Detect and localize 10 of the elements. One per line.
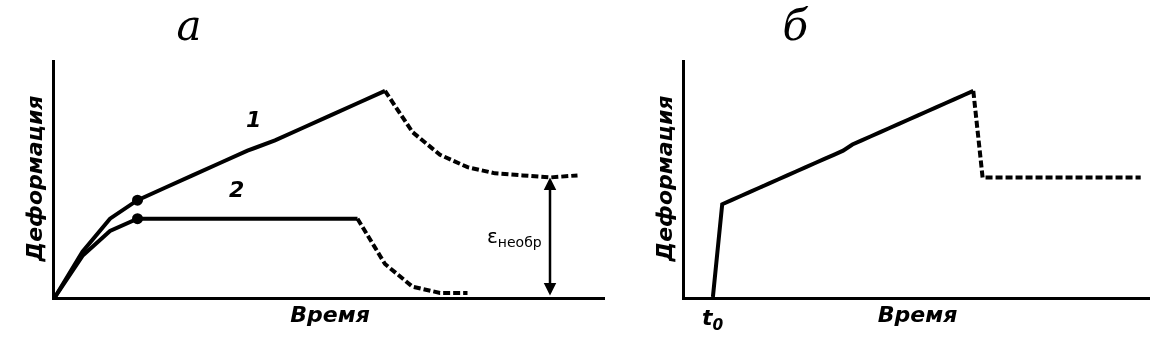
- series-label: 2: [229, 177, 245, 202]
- x-axis-title: Время: [290, 302, 370, 328]
- y-axis-title: Деформация: [651, 95, 677, 263]
- x-axis-title: Время: [877, 302, 958, 328]
- text: t$_{0}$: [702, 305, 724, 334]
- series-label: 1: [246, 107, 262, 132]
- chart-title: а: [176, 0, 202, 50]
- y-axis-title: Деформация: [21, 95, 47, 263]
- chart-title: б: [782, 0, 809, 50]
- annotation: ε$_{необр}$: [487, 224, 542, 251]
